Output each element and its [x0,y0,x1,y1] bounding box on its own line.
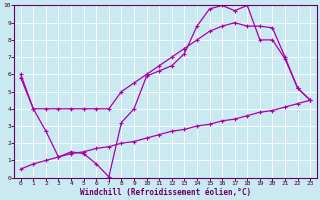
X-axis label: Windchill (Refroidissement éolien,°C): Windchill (Refroidissement éolien,°C) [80,188,251,197]
